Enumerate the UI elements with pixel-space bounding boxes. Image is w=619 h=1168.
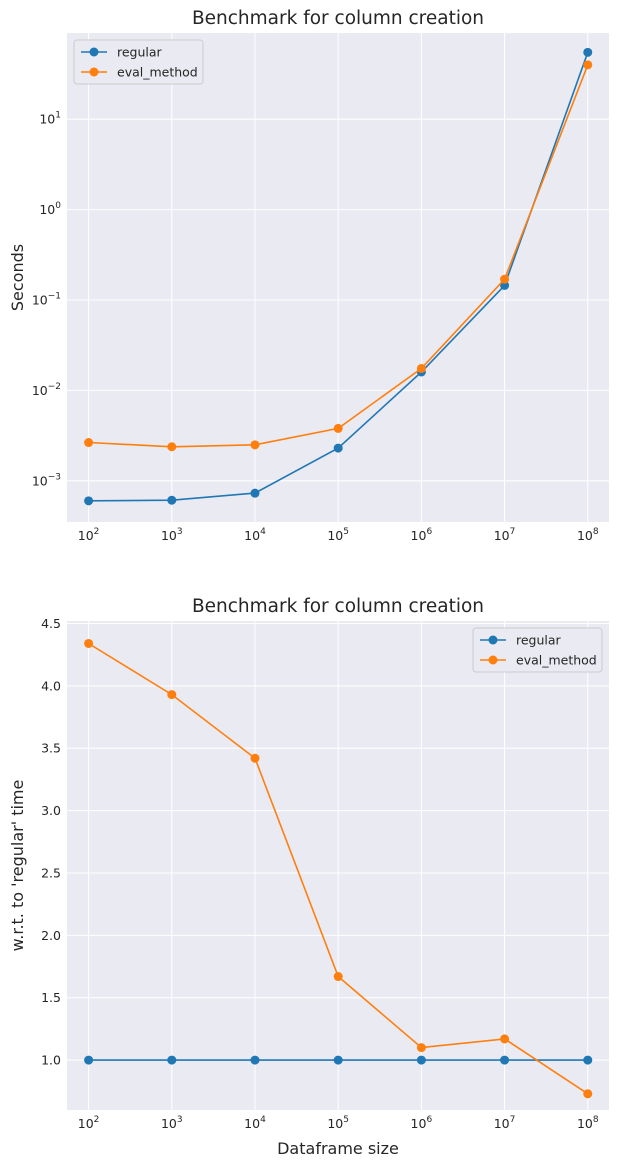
legend-box [472,627,603,673]
gridlines [67,33,609,522]
y-axis-label: w.r.t. to 'regular' time [8,780,27,952]
x-tick-label: 106 [411,527,433,543]
data-point [333,423,343,433]
legend-label: regular [117,45,163,60]
x-tick-label: 107 [494,1115,516,1131]
data-point [84,638,94,648]
x-tick-label: 108 [577,1115,599,1131]
data-point [416,1055,426,1065]
chart-panel-2: 102 103 104 105 106 107 108 1.0 1.5 2.0 2.5 3.0 3.5 4… [8,596,609,1158]
data-point [250,440,260,450]
chart-title: Benchmark for column creation [192,8,484,29]
legend-marker [89,47,99,57]
y-axis-label: Seconds [8,244,27,311]
data-point [500,274,510,284]
x-tick-label: 103 [161,527,183,543]
x-tick-label: 102 [78,1115,100,1131]
data-point [167,495,177,505]
data-point [500,1034,510,1044]
data-point [416,363,426,373]
data-point [583,1089,593,1099]
x-tick-label: 106 [411,1115,433,1131]
legend-box [73,39,204,85]
legend-label: eval_method [117,65,198,80]
data-point [333,972,343,982]
data-point [500,280,510,290]
x-tick-label: 107 [494,527,516,543]
data-point [84,438,94,448]
series-regular [84,1055,593,1065]
x-tick-label: 108 [577,527,599,543]
legend-label: eval_method [516,653,597,668]
series-eval_method [84,60,593,452]
x-tick-label: 105 [327,1115,349,1131]
data-point [583,1055,593,1065]
y-tick-label: 1.0 [41,1053,61,1068]
data-point [167,1055,177,1065]
data-point [583,47,593,57]
data-point [500,1055,510,1065]
y-tick-label: 10−1 [32,292,61,308]
x-axis-label: Dataframe size [277,1139,399,1158]
x-tick-label: 102 [78,527,100,543]
data-point [167,442,177,452]
data-point [250,1055,260,1065]
legend-marker [488,655,498,665]
y-tick-label: 2.5 [41,865,61,880]
data-point [416,1043,426,1053]
legend: regular eval_method [73,39,204,85]
x-tick-label: 104 [244,1115,266,1131]
data-point [84,1055,94,1065]
y-tick-label: 101 [39,111,61,127]
y-tick-label: 3.0 [41,803,61,818]
y-tick-label: 2.0 [41,928,61,943]
data-point [583,60,593,70]
y-tick-label: 10−3 [32,472,61,488]
series-eval_method [84,638,593,1099]
data-point [250,753,260,763]
legend-marker [488,635,498,645]
chart-title: Benchmark for column creation [192,596,484,617]
legend-label: regular [516,633,562,648]
y-tick-label: 4.5 [41,616,61,631]
y-tick-label: 100 [39,201,61,217]
x-tick-label: 104 [244,527,266,543]
y-tick-label: 4.0 [41,678,61,693]
legend: regular eval_method [472,627,603,673]
chart-panel-1: 102 103 104 105 106 107 108 10−3 10−2 10−1 100 101 B… [8,8,609,543]
x-tick-label: 105 [327,527,349,543]
data-point [167,690,177,700]
y-tick-label: 3.5 [41,741,61,756]
y-tick-label: 1.5 [41,990,61,1005]
data-point [333,443,343,453]
x-tick-label: 103 [161,1115,183,1131]
data-point [84,496,94,506]
data-point [333,1055,343,1065]
data-point [250,488,260,498]
legend-marker [89,67,99,77]
y-tick-label: 10−2 [32,382,61,398]
